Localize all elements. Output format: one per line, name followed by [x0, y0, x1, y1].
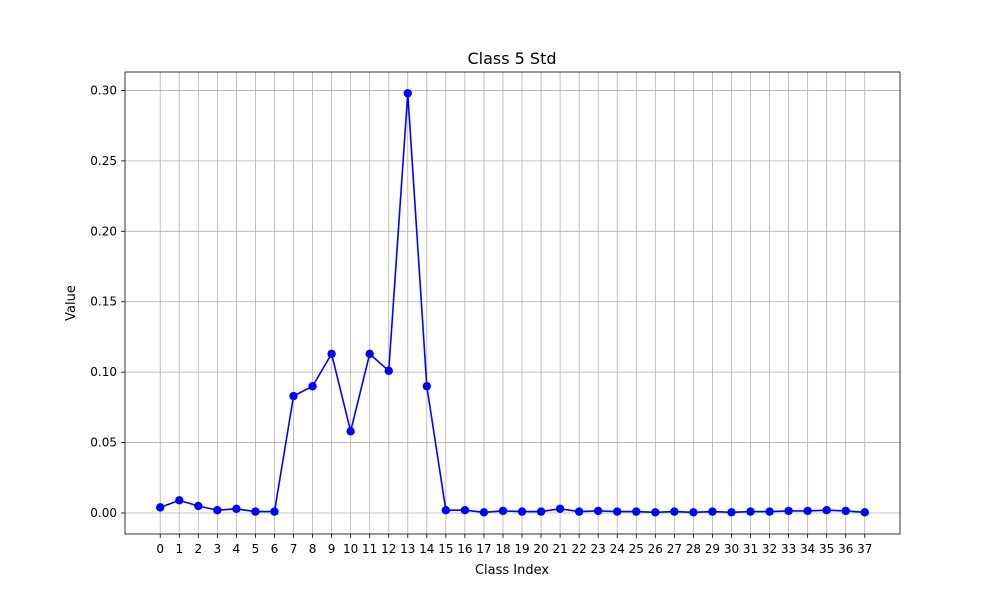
x-tick-label: 36	[838, 542, 853, 556]
x-tick-label: 25	[629, 542, 644, 556]
data-point	[289, 391, 298, 401]
x-tick-label: 34	[800, 542, 815, 556]
x-tick-label: 12	[381, 542, 396, 556]
x-tick-label: 13	[400, 542, 415, 556]
x-tick-label: 2	[194, 542, 202, 556]
chart-title: Class 5 Std	[467, 49, 556, 68]
data-point	[860, 508, 869, 517]
x-tick-label: 37	[857, 542, 872, 556]
data-point	[746, 507, 755, 516]
x-tick-label: 1	[175, 542, 183, 556]
x-tick-label: 9	[328, 542, 336, 556]
y-tick-label: 0.00	[90, 506, 117, 520]
data-point	[555, 504, 565, 513]
data-point	[727, 508, 736, 517]
data-point	[613, 507, 622, 516]
data-point	[765, 507, 774, 516]
data-point	[479, 508, 489, 517]
y-tick-label: 0.25	[90, 154, 117, 168]
y-axis-label: Value	[64, 285, 79, 321]
data-point	[403, 89, 412, 98]
y-tick-label: 0.10	[90, 365, 117, 379]
data-point	[784, 506, 793, 516]
x-tick-label: 19	[514, 542, 529, 556]
data-point	[670, 507, 679, 516]
data-point	[517, 507, 527, 516]
ticks: 0 1 2 3 4 5 6 7 8 9 10 11 12 13 14 15 16 17 18 19 20 21 22 23 24…	[90, 83, 872, 556]
x-tick-label: 0	[156, 542, 164, 556]
data-point	[232, 504, 241, 513]
series-layer	[156, 89, 869, 517]
x-tick-label: 22	[572, 542, 587, 556]
data-point	[175, 496, 184, 505]
data-point	[308, 382, 317, 391]
y-tick-label: 0.30	[90, 83, 117, 97]
data-point	[460, 505, 470, 515]
x-tick-label: 14	[419, 542, 434, 556]
data-point	[536, 507, 546, 516]
x-tick-label: 6	[271, 542, 279, 556]
data-point	[270, 507, 279, 516]
y-tick-label: 0.15	[90, 295, 117, 309]
x-tick-label: 15	[438, 542, 453, 556]
x-tick-label: 8	[309, 542, 317, 556]
x-tick-label: 31	[743, 542, 758, 556]
x-tick-label: 24	[610, 542, 625, 556]
x-tick-label: 20	[533, 542, 548, 556]
data-point	[441, 505, 451, 515]
y-tick-label: 0.05	[90, 436, 117, 450]
x-tick-label: 26	[648, 542, 663, 556]
data-point	[251, 507, 260, 516]
data-point	[384, 366, 393, 375]
x-tick-label: 4	[233, 542, 241, 556]
x-tick-label: 18	[495, 542, 510, 556]
plot-frame	[124, 71, 901, 535]
x-tick-label: 30	[724, 542, 739, 556]
data-point	[632, 507, 641, 516]
x-tick-label: 11	[362, 542, 377, 556]
x-tick-label: 10	[343, 542, 358, 556]
x-tick-label: 35	[819, 542, 834, 556]
data-point	[422, 382, 432, 391]
data-point	[822, 505, 831, 515]
x-tick-label: 29	[705, 542, 720, 556]
data-point	[593, 506, 603, 516]
data-point	[651, 508, 660, 517]
x-tick-label: 27	[667, 542, 682, 556]
data-point	[346, 427, 355, 436]
data-point	[156, 503, 165, 512]
data-point	[498, 506, 508, 516]
data-point	[574, 507, 584, 516]
data-point	[689, 508, 698, 517]
data-point	[194, 501, 203, 511]
grid	[125, 72, 900, 534]
x-tick-label: 21	[552, 542, 567, 556]
x-tick-label: 5	[252, 542, 260, 556]
x-tick-label: 16	[457, 542, 472, 556]
x-tick-label: 3	[214, 542, 222, 556]
data-point	[708, 507, 717, 516]
x-tick-label: 7	[290, 542, 298, 556]
x-tick-label: 32	[762, 542, 777, 556]
x-axis-label: Class Index	[475, 563, 549, 578]
x-tick-label: 17	[476, 542, 491, 556]
data-point	[841, 506, 850, 516]
y-tick-label: 0.20	[90, 224, 117, 238]
data-point	[365, 349, 374, 359]
x-tick-label: 28	[686, 542, 701, 556]
data-point	[327, 349, 336, 359]
x-tick-label: 33	[781, 542, 796, 556]
data-point	[213, 505, 222, 515]
x-tick-label: 23	[591, 542, 606, 556]
data-point	[803, 506, 812, 516]
